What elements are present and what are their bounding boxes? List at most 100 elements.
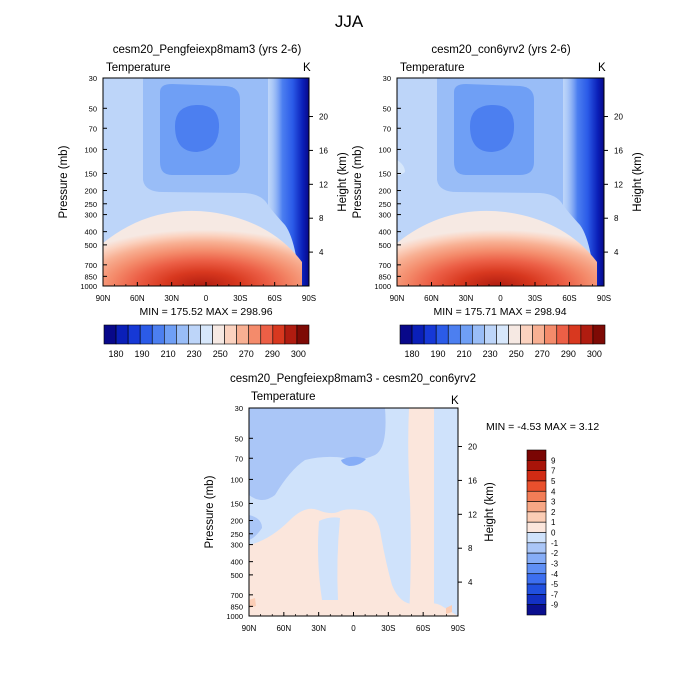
panel-2-y-tick-label: 400 (378, 228, 391, 237)
panel-2-y-tick-label: 1000 (374, 282, 391, 291)
panel-3-colorbar-swatch (526, 552, 547, 564)
panel-2-y-tick-label: 500 (378, 241, 391, 250)
panel-1-y-tick-label: 70 (89, 124, 97, 133)
panel-3-contour-fill (446, 605, 452, 614)
panel-1-y2-axis-label: Height (km) (337, 152, 349, 212)
panel-2-y-tick-label: 300 (378, 211, 391, 220)
panel-2-y-tick-label: 250 (378, 200, 391, 209)
panel-3-colorbar-label: 2 (551, 508, 556, 517)
panel-2-y-axis-label: Pressure (mb) (352, 145, 364, 218)
panel-1-colorbar-swatch (224, 324, 237, 345)
panel-3-colorbar-label: 9 (551, 456, 556, 465)
panel-2-colorbar-label: 300 (587, 349, 602, 359)
panel-1-y-tick-label: 50 (89, 104, 97, 113)
panel-3-y2-axis-label: Height (km) (484, 482, 496, 542)
panel-2-colorbar-label: 270 (535, 349, 550, 359)
panel-3-y2-tick-label: 16 (468, 476, 477, 485)
panel-3-y-tick-label: 300 (230, 541, 243, 550)
panel-2-colorbar-swatch (411, 324, 425, 345)
panel-3-colorbar-label: -1 (551, 539, 559, 548)
panel-2-colorbar-swatch (447, 324, 461, 345)
panel-2-colorbar-label: 190 (431, 349, 446, 359)
panel-1-colorbar-swatch (127, 324, 141, 345)
panel-1-x-tick-label: 0 (204, 294, 209, 303)
panel-1-y2-tick-label: 16 (319, 146, 328, 155)
panel-2-title: cesm20_con6yrv2 (yrs 2-6) (431, 44, 570, 56)
panel-1-colorbar-label: 190 (135, 349, 150, 359)
panel-1-x-tick-label: 60S (268, 294, 282, 303)
panel-2-contour-fill (397, 160, 405, 176)
panel-1-y2-tick-label: 4 (319, 248, 324, 257)
panel-2-contour-fill (563, 78, 604, 286)
panel-3-x-tick-label: 60N (276, 624, 291, 633)
panel-3-y-tick-label: 1000 (226, 612, 243, 621)
panel-3-colorbar-label: 1 (551, 518, 556, 527)
panel-3-y2-tick-label: 12 (468, 510, 477, 519)
panel-3-units-label: K (451, 395, 459, 407)
panel-2-colorbar-label: 290 (561, 349, 576, 359)
panel-3-colorbar-swatch (526, 521, 547, 533)
panel-2-colorbar-label: 180 (404, 349, 419, 359)
panel-2-x-tick-label: 90S (597, 294, 611, 303)
panel-1-y-tick-label: 200 (84, 187, 97, 196)
panel-1-colorbar-swatch (212, 324, 225, 345)
panel-2-plot-area (396, 77, 605, 287)
panel-3-y-tick-label: 50 (235, 434, 243, 443)
panel-3-colorbar-swatch (526, 490, 547, 502)
panel-3-y2-tick-label: 4 (468, 578, 473, 587)
panel-1-colorbar-swatch (272, 324, 286, 345)
panel-1-y-tick-label: 30 (89, 74, 97, 83)
panel-1-plot-area (102, 77, 310, 287)
panel-1-y-tick-label: 1000 (80, 282, 97, 291)
panel-3-x-tick-label: 30N (311, 624, 326, 633)
panel-1-contour-fill (103, 210, 302, 286)
panel-2-colorbar-label: 210 (457, 349, 472, 359)
panel-3-colorbar-label: -5 (551, 580, 559, 589)
panel-1-y-tick-label: 700 (84, 261, 97, 270)
panel-3-x-tick-label: 0 (351, 624, 356, 633)
panel-2-x-tick-label: 60N (424, 294, 439, 303)
panel-2-colorbar-swatch (580, 324, 594, 345)
panel-2-y2-tick-label: 20 (614, 113, 623, 122)
panel-2-x-tick-label: 30N (459, 294, 474, 303)
panel-3-y-tick-label: 30 (235, 404, 243, 413)
panel-2-colorbar-swatch (435, 324, 449, 345)
panel-2-y-tick-label: 200 (378, 187, 391, 196)
panel-2-colorbar-swatch (484, 324, 497, 345)
panel-1-colorbar-swatch (200, 324, 213, 345)
panel-3-colorbar-swatch (526, 449, 547, 461)
panel-1-colorbar-label: 210 (161, 349, 176, 359)
panel-2-y-tick-label: 100 (378, 145, 391, 154)
panel-2-y2-tick-label: 12 (614, 180, 623, 189)
panel-3-colorbar-label: -4 (551, 570, 559, 579)
panel-1-colorbar-swatch (176, 324, 189, 345)
panel-3-y-tick-label: 70 (235, 454, 243, 463)
panel-1-y-tick-label: 100 (84, 145, 97, 154)
panel-2-y2-tick-label: 4 (614, 248, 619, 257)
panel-2-colorbar-swatch (423, 324, 437, 345)
panel-3-colorbar-swatch (526, 460, 547, 471)
panel-1-colorbar-swatch (139, 324, 153, 345)
panel-3-plot-area (248, 407, 459, 617)
panel-1-y-tick-label: 500 (84, 241, 97, 250)
panel-3-colorbar-label: 7 (551, 467, 556, 476)
panel-2-colorbar-swatch (592, 324, 606, 345)
panel-3-contour-fill (318, 517, 340, 600)
panel-3-contour-fill (341, 456, 366, 466)
panel-3-colorbar-label: 5 (551, 477, 556, 486)
panel-2-colorbar-label: 230 (483, 349, 498, 359)
panel-2-colorbar-swatch (472, 324, 485, 345)
panel-2-y-tick-label: 70 (383, 124, 391, 133)
panel-1-colorbar-swatch (284, 324, 298, 345)
panel-1-colorbar-swatch (248, 324, 262, 345)
panel-2-colorbar-swatch (568, 324, 582, 345)
panel-3-colorbar-label: -3 (551, 559, 559, 568)
panel-2-colorbar-swatch (544, 324, 558, 345)
panel-3-y-axis-label: Pressure (mb) (204, 475, 216, 548)
panel-1-stats: MIN = 175.52 MAX = 298.96 (139, 306, 272, 318)
panel-1-colorbar-label: 300 (291, 349, 306, 359)
panel-3-colorbar-swatch (526, 604, 547, 616)
panel-3-y-tick-label: 200 (230, 517, 243, 526)
panel-3-colorbar-swatch (526, 532, 547, 544)
